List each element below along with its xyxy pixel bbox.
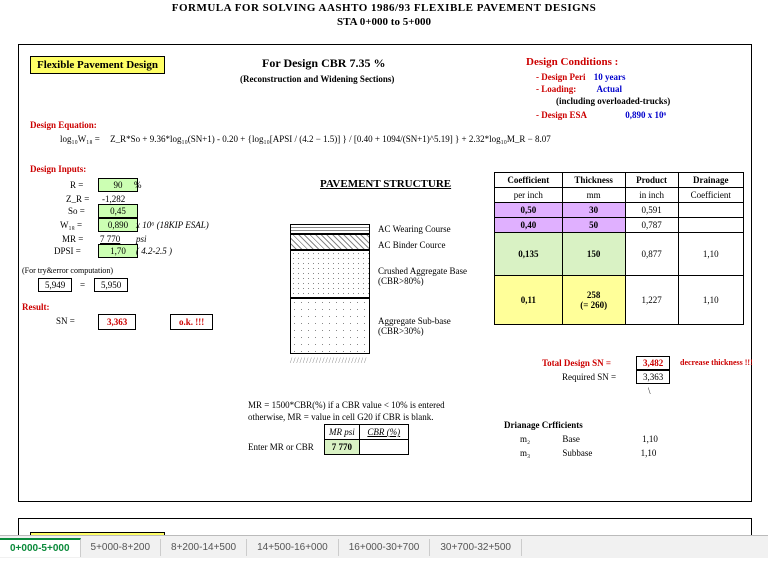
cond-peri-label: - Design Peri	[536, 72, 586, 82]
inputs-heading: Design Inputs:	[30, 164, 86, 174]
doc-sta: STA 0+000 to 5+000	[0, 16, 768, 28]
SN-lbl: SN =	[56, 316, 75, 326]
cond-note: (including overloaded-trucks)	[556, 96, 670, 106]
pav-ground: ////////////////////////	[290, 356, 367, 365]
tab-5[interactable]: 30+700-32+500	[430, 539, 522, 556]
for-cbr: For Design CBR 7.35 %	[262, 56, 385, 71]
SN-val: 3,363	[98, 314, 136, 330]
W18-val[interactable]: 0,890	[98, 218, 138, 232]
R-val[interactable]: 90	[98, 178, 138, 192]
tab-3[interactable]: 14+500-16+000	[247, 539, 339, 556]
DPSI-val[interactable]: 1,70	[98, 244, 138, 258]
mr-col1: MR psi	[325, 425, 360, 440]
pav-layer-4	[290, 298, 370, 354]
req-sn-val: 3,363	[636, 370, 670, 384]
section-subnote: (Reconstruction and Widening Sections)	[240, 74, 394, 84]
req-slash: \	[648, 386, 651, 396]
MR-val: 7 770	[100, 234, 120, 244]
conditions-heading: Design Conditions :	[526, 56, 618, 68]
try-note: (For try&error computation)	[22, 266, 113, 275]
total-sn-label: Total Design SN =	[542, 358, 611, 368]
pav-layer-2	[290, 234, 370, 250]
d-r2c: 1,10	[641, 448, 657, 458]
pav-layer-1	[290, 224, 370, 234]
tab-1[interactable]: 5+000-8+200	[81, 539, 162, 556]
d-r2b: Subbase	[562, 448, 592, 458]
cond-esa-val: 0,890 x 10⁶	[625, 110, 666, 120]
mr-note-2: otherwise, MR = value in cell G20 if CBR…	[248, 412, 434, 422]
pavement-title: PAVEMENT STRUCTURE	[320, 178, 451, 190]
lt-s2: mm	[562, 188, 625, 203]
lt-row-4: 0,11 258 (= 260) 1,227 1,10	[495, 276, 744, 325]
d-r1a: m₂	[520, 434, 530, 444]
lt-row-1: 0,50 30 0,591	[495, 203, 744, 218]
pav-layer-3	[290, 250, 370, 298]
req-sn-label: Required SN =	[562, 372, 616, 382]
R-unit: %	[134, 180, 142, 190]
total-sn-val: 3,482	[636, 356, 670, 370]
layer-table: Coefficient Thickness Product Drainage p…	[494, 172, 744, 325]
lt-h2: Thickness	[562, 173, 625, 188]
W18-lbl: W₁₈ =	[60, 220, 82, 230]
mr-val[interactable]: 7 770	[325, 440, 360, 455]
equation-rhs: Z_R*So + 9.36*log₁₀(SN+1) - 0.20 + {log₁…	[110, 134, 551, 144]
lt-h4: Drainage	[678, 173, 743, 188]
result-label: Result:	[22, 302, 50, 312]
total-sn-warn: decrease thickness !!!	[680, 358, 753, 367]
cond-loading-label: - Loading:	[536, 84, 576, 94]
worksheet: FORMULA FOR SOLVING AASHTO 1986/93 FLEXI…	[0, 0, 768, 558]
cond-peri-val: 10 years	[594, 72, 626, 82]
MR-unit: psi	[136, 234, 147, 244]
lt-s1: per inch	[495, 188, 563, 203]
tab-4[interactable]: 16+000-30+700	[339, 539, 431, 556]
tab-0[interactable]: 0+000-5+000	[0, 538, 81, 557]
lt-s3: in inch	[625, 188, 678, 203]
mr-note-1: MR = 1500*CBR(%) if a CBR value < 10% is…	[248, 400, 445, 410]
mr-entry-table: MR psi CBR (%) 7 770	[324, 424, 409, 455]
sheet-tabs: 0+000-5+000 5+000-8+200 8+200-14+500 14+…	[0, 535, 768, 558]
pav-l3-label: Crushed Aggregate Base (CBR>80%)	[378, 266, 488, 286]
d-r1b: Base	[562, 434, 580, 444]
pav-l4-label: Aggregate Sub-base (CBR>30%)	[378, 316, 488, 336]
try-a: 5,949	[38, 278, 72, 292]
cbr-val[interactable]	[359, 440, 408, 455]
pav-l2-label: AC Binder Cource	[378, 240, 446, 250]
So-lbl: So =	[68, 206, 85, 216]
lt-row-3: 0,135 150 0,877 1,10	[495, 233, 744, 276]
lt-row-2: 0,40 50 0,787	[495, 218, 744, 233]
cond-loading-val: Actual	[597, 84, 623, 94]
ZR-val: -1,282	[102, 194, 125, 204]
MR-lbl: MR =	[62, 234, 83, 244]
DPSI-lbl: DPSI =	[54, 246, 81, 256]
R-lbl: R =	[70, 180, 83, 190]
SN-ok: o.k. !!!	[170, 314, 213, 330]
try-b: 5,950	[94, 278, 128, 292]
section-title-box: Flexible Pavement Design	[30, 56, 165, 74]
doc-title: FORMULA FOR SOLVING AASHTO 1986/93 FLEXI…	[0, 2, 768, 14]
lt-h1: Coefficient	[495, 173, 563, 188]
mr-col2: CBR (%)	[359, 425, 408, 440]
try-eq: =	[80, 280, 85, 290]
So-val[interactable]: 0,45	[98, 204, 138, 218]
d-r1c: 1,10	[642, 434, 658, 444]
pav-l1-label: AC Wearing Course	[378, 224, 451, 234]
tab-2[interactable]: 8+200-14+500	[161, 539, 247, 556]
equation-lhs: log₁₀W₁₈ =	[60, 134, 100, 144]
ZR-lbl: Z_R =	[66, 194, 89, 204]
lt-h3: Product	[625, 173, 678, 188]
drainage-heading: Drianage Crfficients	[504, 420, 583, 430]
DPSI-unit: ( 4.2-2.5 )	[136, 246, 172, 256]
mr-enter: Enter MR or CBR	[248, 442, 314, 452]
d-r2a: m₃	[520, 448, 530, 458]
equation-label: Design Equation:	[30, 120, 97, 130]
W18-unit: x 10⁶ (18KIP ESAL)	[136, 220, 209, 230]
cond-esa-label: - Design ESA	[536, 110, 587, 120]
lt-s4: Coefficient	[678, 188, 743, 203]
